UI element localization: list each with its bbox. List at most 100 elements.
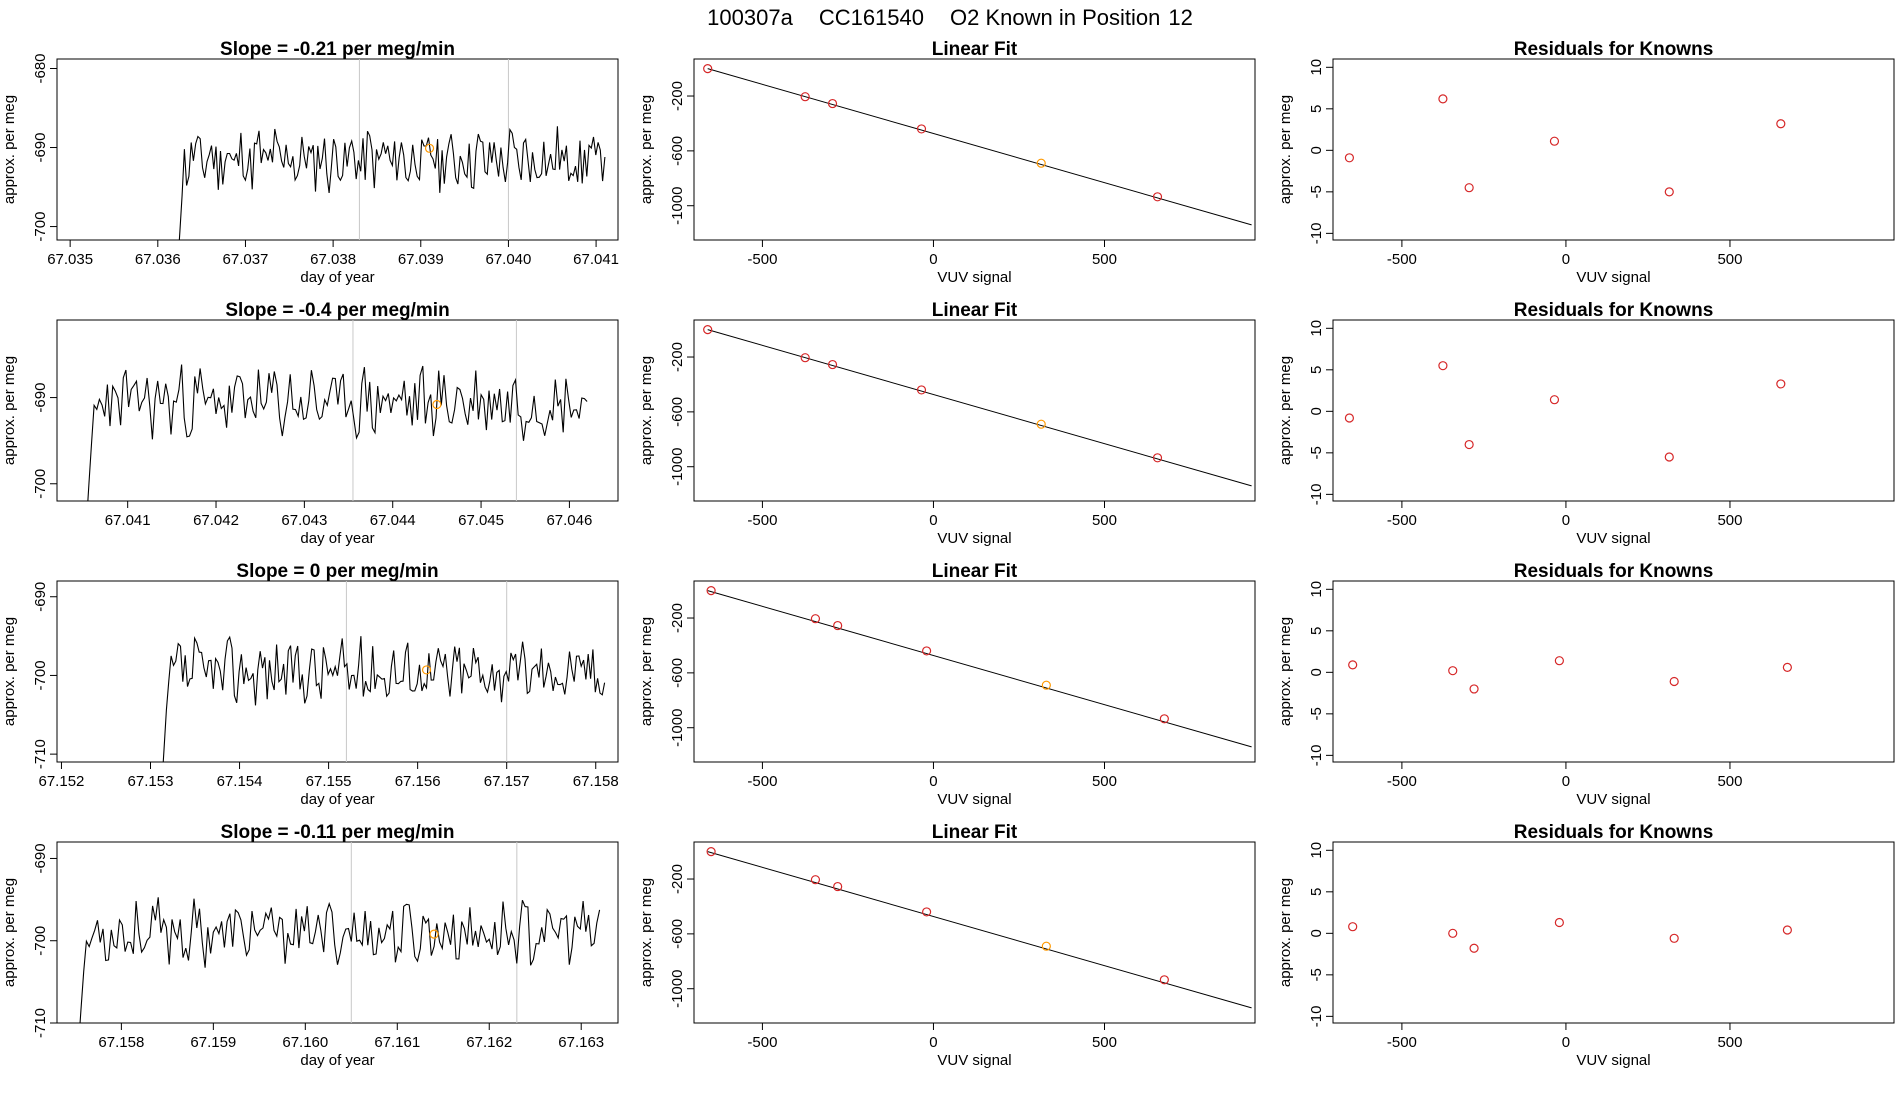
residual-point [1782, 662, 1792, 672]
fit-point [703, 324, 713, 335]
y-tick-label: -710 [32, 739, 49, 769]
x-tick-label: 0 [1562, 773, 1570, 790]
current-sample-point [429, 929, 439, 939]
y-tick-label: 0 [1308, 668, 1325, 676]
y-tick-label: -200 [669, 342, 686, 372]
figure-title-label: O2 Known in Position [950, 5, 1160, 30]
residual-point [1464, 183, 1474, 193]
x-tick-label: 67.159 [190, 1034, 236, 1051]
residual-point [1554, 656, 1564, 666]
panel-title: Residuals for Knowns [1514, 39, 1714, 60]
fit-line [707, 329, 1252, 487]
x-tick-label: 67.153 [128, 773, 174, 790]
x-tick-label: 67.162 [466, 1034, 512, 1051]
x-axis-label: VUV signal [1576, 269, 1650, 286]
panel-resid-row-1: Residuals for Knowns -500 0 500 10 5 0 -5 -10 VUV… [1277, 39, 1895, 286]
y-axis-label: approx. per meg [1277, 95, 1294, 204]
x-tick-label: -500 [1387, 512, 1417, 529]
y-tick-label: 5 [1308, 627, 1325, 635]
x-axis-label: VUV signal [1576, 530, 1650, 547]
x-tick-label: -500 [1387, 1034, 1417, 1051]
x-tick-label: 500 [1092, 251, 1117, 268]
fit-point [706, 846, 716, 857]
y-axis-label: approx. per meg [1, 95, 18, 204]
y-tick-label: -600 [669, 397, 686, 427]
current-sample-point [432, 399, 442, 410]
y-tick-label: -690 [32, 133, 49, 163]
fit-point [706, 585, 716, 596]
x-tick-label: 67.043 [281, 512, 327, 529]
y-tick-label: -680 [32, 53, 49, 83]
x-tick-label: 67.158 [573, 773, 619, 790]
x-axis-label: VUV signal [1576, 1052, 1650, 1069]
drift-trace-line [162, 635, 606, 762]
x-tick-label: 500 [1717, 773, 1742, 790]
fit-point [1159, 975, 1169, 985]
x-tick-label: 67.044 [370, 512, 416, 529]
y-tick-label: 0 [1308, 407, 1325, 415]
y-tick-label: -600 [669, 658, 686, 688]
residual-point [1348, 922, 1358, 932]
plot-frame [1332, 841, 1895, 1024]
x-tick-label: 67.161 [374, 1034, 420, 1051]
x-tick-label: 67.163 [558, 1034, 604, 1051]
fit-line [707, 68, 1252, 226]
x-tick-label: 67.038 [310, 251, 356, 268]
x-tick-label: 0 [1562, 251, 1570, 268]
x-tick-label: 500 [1717, 1034, 1742, 1051]
panel-title: Slope = -0.21 per meg/min [220, 39, 455, 60]
x-tick-label: 500 [1717, 512, 1742, 529]
y-tick-label: -710 [32, 1008, 49, 1038]
x-tick-label: 67.041 [573, 251, 619, 268]
x-tick-label: 67.156 [395, 773, 441, 790]
fit-point [916, 124, 927, 134]
figure-title-sample: 100307a [707, 5, 793, 30]
y-tick-label: -5 [1308, 446, 1325, 459]
y-axis-label: approx. per meg [638, 356, 655, 465]
drift-trace-line [79, 897, 601, 1023]
panel-title: Slope = 0 per meg/min [236, 561, 438, 582]
y-axis-label: approx. per meg [1277, 878, 1294, 987]
y-tick-label: -700 [32, 469, 49, 499]
y-tick-label: -1000 [669, 970, 686, 1008]
x-tick-label: -500 [1387, 773, 1417, 790]
x-axis-label: VUV signal [937, 791, 1011, 808]
y-tick-label: -690 [32, 582, 49, 612]
current-sample-point [424, 143, 435, 153]
x-axis-label: VUV signal [1576, 791, 1650, 808]
panel-title: Linear Fit [932, 561, 1018, 582]
plot-frame [1332, 319, 1895, 502]
plot-frame [693, 580, 1256, 763]
fit-point-current [1041, 941, 1051, 951]
y-tick-label: -5 [1308, 968, 1325, 981]
fit-point [1152, 192, 1163, 202]
panel-fit-row-1: Linear Fit -500 0 500 -200 -600 -1000 VUV signa… [638, 39, 1256, 286]
panel-title: Residuals for Knowns [1514, 561, 1714, 582]
x-tick-label: 0 [929, 773, 937, 790]
panel-drift-row-4: Slope = -0.11 per meg/min 67.158 67.159 67.… [1, 822, 619, 1069]
panel-title: Residuals for Knowns [1514, 300, 1714, 321]
y-tick-label: 10 [1308, 320, 1325, 337]
panel-title: Residuals for Knowns [1514, 822, 1714, 843]
panel-fit-row-2: Linear Fit -500 0 500 -200 -600 -1000 VUV signa… [638, 300, 1256, 547]
figure-title: 100307a CC161540 O2 Known in Position 12 [707, 5, 1193, 30]
x-axis-label: day of year [300, 269, 374, 286]
panel-title: Linear Fit [932, 39, 1018, 60]
residual-point [1669, 933, 1679, 943]
drift-trace-line [87, 364, 588, 501]
x-tick-label: 67.160 [282, 1034, 328, 1051]
panel-fit-row-4: Linear Fit -500 0 500 -200 -600 -1000 VUV signa… [638, 822, 1256, 1069]
y-axis-label: approx. per meg [1277, 617, 1294, 726]
plot-frame [56, 580, 619, 763]
x-tick-label: 67.037 [223, 251, 269, 268]
x-tick-label: -500 [747, 1034, 777, 1051]
y-tick-label: -1000 [669, 187, 686, 225]
plot-frame [693, 58, 1256, 241]
y-tick-label: -1000 [669, 448, 686, 486]
residual-point [1669, 676, 1679, 687]
residual-point [1664, 187, 1674, 197]
x-axis-label: day of year [300, 1052, 374, 1069]
x-axis-label: VUV signal [937, 269, 1011, 286]
fit-point [800, 353, 810, 363]
y-tick-label: -700 [32, 660, 49, 690]
